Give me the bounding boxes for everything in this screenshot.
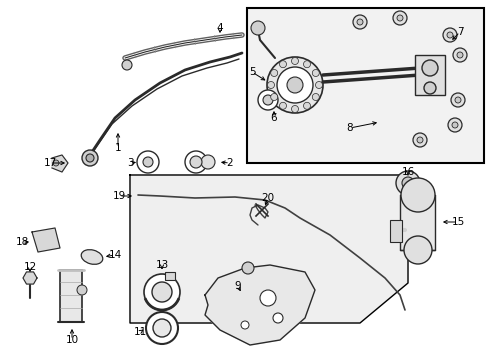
Circle shape xyxy=(395,171,419,195)
Bar xyxy=(399,195,434,250)
Polygon shape xyxy=(130,175,407,323)
Circle shape xyxy=(270,94,277,100)
Bar xyxy=(389,220,401,242)
Polygon shape xyxy=(52,155,68,172)
Bar xyxy=(246,8,483,163)
Circle shape xyxy=(421,60,437,76)
Polygon shape xyxy=(23,272,37,284)
Text: 11: 11 xyxy=(133,327,146,337)
Circle shape xyxy=(303,61,310,68)
Text: 7: 7 xyxy=(456,27,462,37)
Text: 3: 3 xyxy=(126,158,133,168)
Circle shape xyxy=(403,236,431,264)
Circle shape xyxy=(152,282,172,302)
Text: 2: 2 xyxy=(226,158,233,168)
Circle shape xyxy=(315,81,322,89)
Text: 20: 20 xyxy=(261,193,274,203)
Circle shape xyxy=(201,155,215,169)
Bar xyxy=(60,270,82,322)
Circle shape xyxy=(451,122,457,128)
Circle shape xyxy=(279,102,286,109)
Circle shape xyxy=(456,52,462,58)
Bar xyxy=(164,272,175,280)
Circle shape xyxy=(352,15,366,29)
Circle shape xyxy=(396,15,402,21)
Circle shape xyxy=(272,313,283,323)
Text: 9: 9 xyxy=(234,281,241,291)
Circle shape xyxy=(446,32,452,38)
Text: 14: 14 xyxy=(108,250,122,260)
Text: 18: 18 xyxy=(15,237,29,247)
Circle shape xyxy=(303,102,310,109)
Circle shape xyxy=(442,28,456,42)
Circle shape xyxy=(137,151,159,173)
Circle shape xyxy=(450,93,464,107)
Circle shape xyxy=(153,319,171,337)
Polygon shape xyxy=(204,265,314,345)
Circle shape xyxy=(279,61,286,68)
Circle shape xyxy=(392,11,406,25)
Bar xyxy=(414,55,444,95)
Text: 17: 17 xyxy=(43,158,57,168)
Circle shape xyxy=(146,312,178,344)
Circle shape xyxy=(291,105,298,113)
Text: 12: 12 xyxy=(23,262,37,272)
Circle shape xyxy=(77,285,87,295)
Circle shape xyxy=(263,95,272,105)
Text: 10: 10 xyxy=(65,335,79,345)
Circle shape xyxy=(241,321,248,329)
Circle shape xyxy=(242,262,253,274)
Text: 13: 13 xyxy=(155,260,168,270)
Polygon shape xyxy=(32,228,60,252)
Ellipse shape xyxy=(81,250,102,264)
Circle shape xyxy=(270,69,277,77)
Text: 8: 8 xyxy=(346,123,353,133)
Circle shape xyxy=(122,60,132,70)
Circle shape xyxy=(260,290,275,306)
Circle shape xyxy=(412,133,426,147)
Circle shape xyxy=(401,177,413,189)
Text: 4: 4 xyxy=(216,23,223,33)
Text: 5: 5 xyxy=(248,67,255,77)
Circle shape xyxy=(266,57,323,113)
Circle shape xyxy=(452,48,466,62)
Circle shape xyxy=(423,82,435,94)
Text: 15: 15 xyxy=(450,217,464,227)
Circle shape xyxy=(312,94,319,100)
Circle shape xyxy=(258,90,278,110)
Circle shape xyxy=(184,151,206,173)
Circle shape xyxy=(86,154,94,162)
Text: 19: 19 xyxy=(112,191,125,201)
Circle shape xyxy=(82,150,98,166)
Circle shape xyxy=(267,81,274,89)
Circle shape xyxy=(142,157,153,167)
Circle shape xyxy=(447,118,461,132)
Circle shape xyxy=(416,137,422,143)
Circle shape xyxy=(276,67,312,103)
Circle shape xyxy=(400,178,434,212)
Circle shape xyxy=(250,21,264,35)
Circle shape xyxy=(143,274,180,310)
Text: 6: 6 xyxy=(270,113,277,123)
Circle shape xyxy=(312,69,319,77)
Text: 16: 16 xyxy=(401,167,414,177)
Circle shape xyxy=(291,58,298,64)
Circle shape xyxy=(454,97,460,103)
Circle shape xyxy=(356,19,362,25)
Circle shape xyxy=(53,160,59,166)
Circle shape xyxy=(190,156,202,168)
Circle shape xyxy=(286,77,303,93)
Text: 1: 1 xyxy=(115,143,121,153)
